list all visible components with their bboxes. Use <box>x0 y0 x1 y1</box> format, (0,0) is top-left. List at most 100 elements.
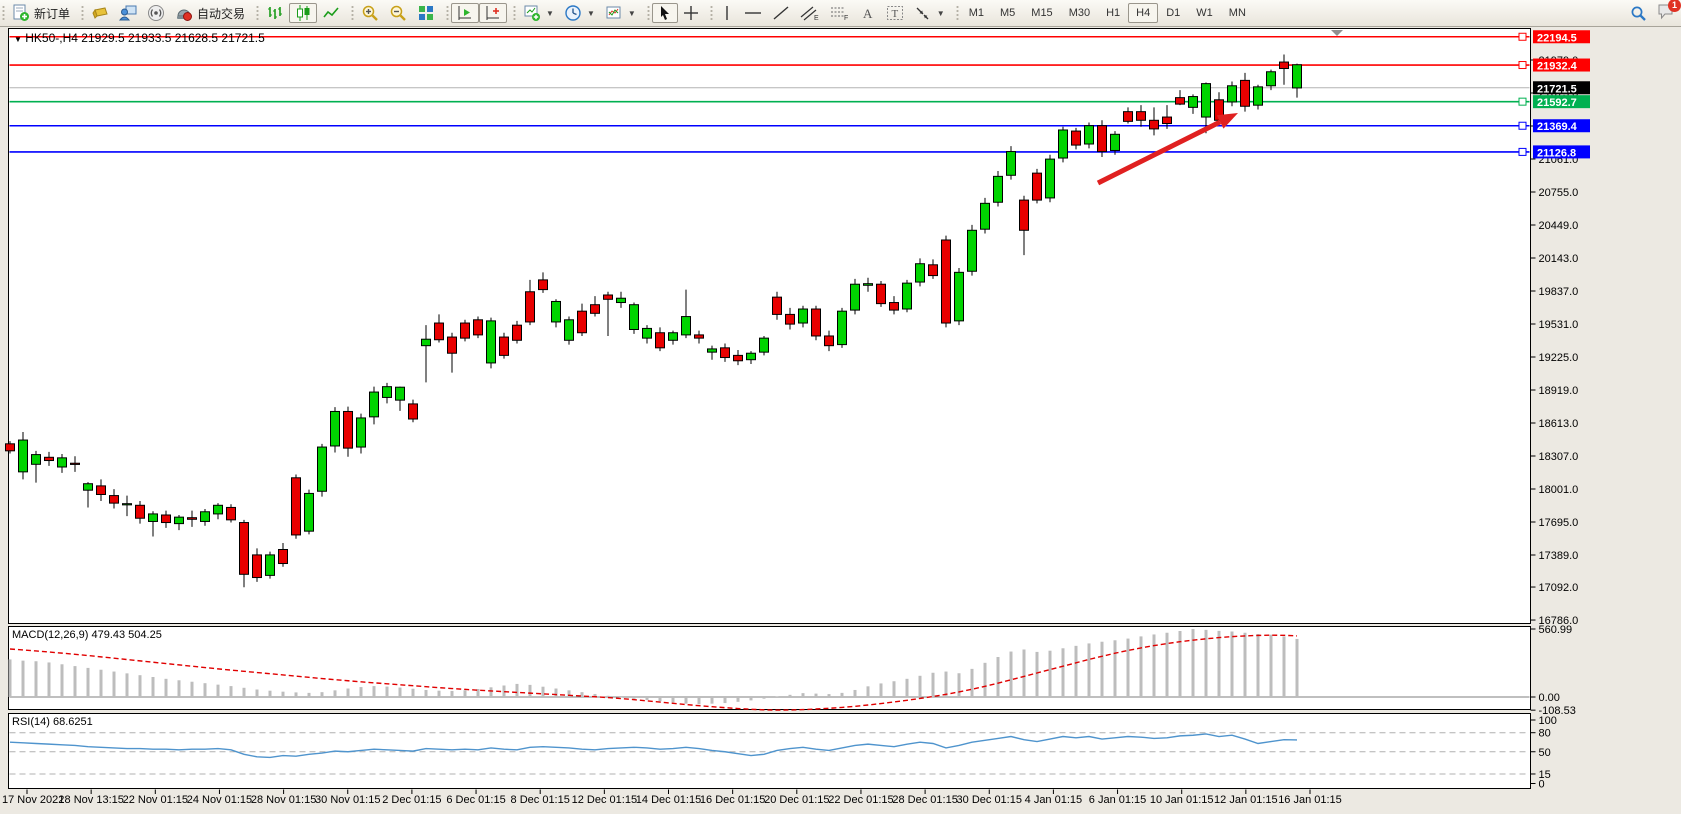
timeframe-button-M5[interactable]: M5 <box>1000 7 1016 19</box>
chart-symbol: HK50-,H4 <box>25 31 78 45</box>
text-icon: A <box>863 6 873 21</box>
x-axis-label[interactable]: 17 Nov 2022 <box>2 794 64 806</box>
line-chart-mode-button[interactable] <box>317 3 345 23</box>
chart-title-collapse-icon[interactable]: ▼ <box>14 35 22 44</box>
search-icon[interactable] <box>1630 5 1647 22</box>
x-axis-label[interactable]: 28 Dec 01:15 <box>892 794 957 806</box>
candle-body <box>1227 85 1237 103</box>
x-axis-label[interactable]: 2 Dec 01:15 <box>382 794 441 806</box>
crosshair-tool-button[interactable] <box>678 3 704 23</box>
clock-icon <box>565 5 581 21</box>
notifications-button[interactable]: 1 <box>1657 0 1681 25</box>
timeframe-button-D1[interactable]: D1 <box>1166 7 1181 19</box>
period-button[interactable]: ▼ <box>559 3 600 23</box>
timeframe-button-H4[interactable]: H4 <box>1128 3 1159 23</box>
panel-separator[interactable] <box>8 623 1531 626</box>
x-axis-label[interactable]: 24 Nov 01:15 <box>187 794 252 806</box>
horizontal-line-tool-button[interactable] <box>739 3 767 23</box>
chart-shift-marker[interactable] <box>1331 30 1343 36</box>
timeframe-button-M15[interactable]: M15 <box>1031 7 1053 19</box>
candle-body <box>746 352 756 361</box>
timeframe-button-W1[interactable]: W1 <box>1196 7 1213 19</box>
panel-separator[interactable] <box>8 710 1531 713</box>
price-chart[interactable]: 21979.021673.021367.021061.020755.020449… <box>0 27 1681 814</box>
templates-button[interactable]: ▼ <box>600 3 641 23</box>
timeframe-button-H1[interactable]: H1 <box>1106 7 1121 19</box>
tile-windows-button[interactable] <box>412 3 440 23</box>
zoom-out-button[interactable] <box>384 3 412 23</box>
toolbar: 新订单 <box>0 0 1681 27</box>
candle-body <box>980 202 990 230</box>
x-axis-label[interactable]: 16 Dec 01:15 <box>700 794 765 806</box>
candlestick-mode-button[interactable] <box>289 3 318 23</box>
candle-body <box>1266 71 1276 87</box>
timeframe-button-M30[interactable]: M30 <box>1068 7 1091 19</box>
x-axis-label[interactable]: 6 Jan 01:15 <box>1089 794 1147 806</box>
trend-arrow-head[interactable] <box>1216 113 1238 129</box>
rsi-scale-label: 0 <box>1539 779 1545 791</box>
candle-body <box>967 229 977 272</box>
x-axis-label[interactable]: 30 Nov 01:15 <box>315 794 380 806</box>
level-handle[interactable] <box>1518 32 1527 41</box>
candle-body <box>252 554 262 579</box>
candle-body <box>265 554 275 576</box>
candle-body <box>915 263 925 283</box>
timeframe-button-M1[interactable]: M1 <box>968 7 984 19</box>
x-axis-label[interactable]: 16 Jan 01:15 <box>1278 794 1342 806</box>
x-axis-label[interactable]: 18 Nov 13:15 <box>58 794 123 806</box>
auto-trading-button[interactable]: 自动交易 <box>170 3 250 23</box>
level-handle[interactable] <box>1518 97 1527 106</box>
candle-body <box>226 506 236 521</box>
y-axis-label: 20449.0 <box>1539 220 1579 232</box>
candle-body <box>356 417 366 448</box>
macd-label: MACD(12,26,9) 479.43 504.25 <box>12 629 162 641</box>
cursor-icon <box>660 6 669 20</box>
chart-shift-button[interactable] <box>479 3 508 23</box>
x-axis-label[interactable]: 12 Dec 01:15 <box>572 794 637 806</box>
candle-body <box>278 549 288 565</box>
chevron-down-icon: ▼ <box>936 8 945 18</box>
x-axis-label[interactable]: 4 Jan 01:15 <box>1025 794 1083 806</box>
new-order-button[interactable]: 新订单 <box>7 3 75 23</box>
x-axis-label[interactable]: 8 Dec 01:15 <box>511 794 570 806</box>
x-axis-label[interactable]: 14 Dec 01:15 <box>636 794 701 806</box>
timeframe-button-MN[interactable]: MN <box>1228 7 1246 19</box>
x-axis-label[interactable]: 22 Nov 01:15 <box>123 794 188 806</box>
auto-scroll-button[interactable] <box>451 3 480 23</box>
candle-body <box>694 334 704 339</box>
arrows-tool-button[interactable]: ▼ <box>909 3 950 23</box>
x-axis-label[interactable]: 6 Dec 01:15 <box>446 794 505 806</box>
x-axis-label[interactable]: 10 Jan 01:15 <box>1150 794 1214 806</box>
trendline-tool-button[interactable] <box>767 3 795 23</box>
fibonacci-tool-button[interactable]: F <box>825 3 855 23</box>
bar-chart-mode-button[interactable] <box>261 3 289 23</box>
gold-button[interactable] <box>86 3 114 23</box>
rsi-line <box>9 733 1298 759</box>
vertical-line-tool-button[interactable] <box>715 3 739 23</box>
text-tool-button[interactable]: A <box>855 3 881 23</box>
x-axis-label[interactable]: 22 Dec 01:15 <box>828 794 893 806</box>
x-axis-label[interactable]: 12 Jan 01:15 <box>1214 794 1278 806</box>
candle-body <box>551 300 561 323</box>
trend-arrow[interactable] <box>1096 119 1222 186</box>
level-handle[interactable] <box>1518 147 1527 156</box>
new-chart-button[interactable]: ▼ <box>518 3 559 23</box>
text-label-tool-button[interactable]: T <box>881 3 909 23</box>
auto-trading-label: 自动交易 <box>197 6 246 21</box>
candle-body <box>499 336 509 356</box>
trader-button[interactable] <box>114 3 142 23</box>
y-axis-label: 19531.0 <box>1539 319 1579 331</box>
x-axis-label[interactable]: 30 Dec 01:15 <box>957 794 1022 806</box>
x-axis-label[interactable]: 28 Nov 01:15 <box>251 794 316 806</box>
cursor-tool-button[interactable] <box>651 3 678 23</box>
zoom-in-button[interactable] <box>356 3 384 23</box>
broadcast-button[interactable] <box>142 3 170 23</box>
y-axis-label: 19225.0 <box>1539 352 1579 364</box>
channel-tool-button[interactable]: E <box>795 3 825 23</box>
toolbar-right: 1 <box>1630 0 1681 27</box>
candle-body <box>122 503 132 506</box>
level-handle[interactable] <box>1518 61 1527 70</box>
level-handle[interactable] <box>1518 121 1527 130</box>
x-axis-label[interactable]: 20 Dec 01:15 <box>764 794 829 806</box>
candle-body <box>1071 130 1081 146</box>
